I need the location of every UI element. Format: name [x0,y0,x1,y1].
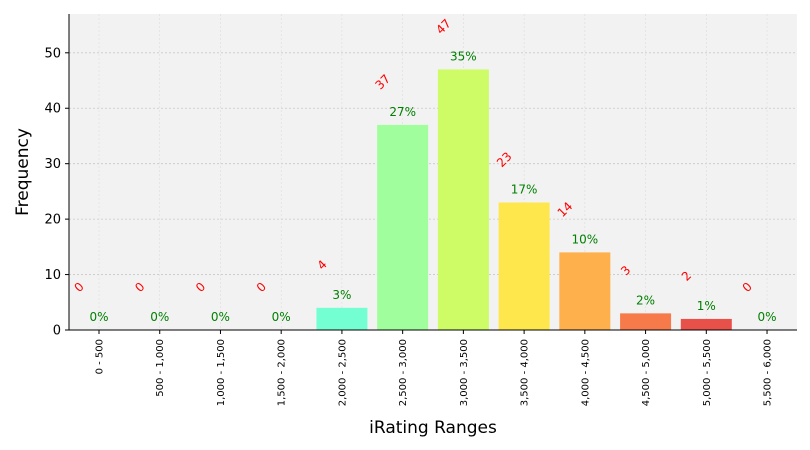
data-labels: 0%00%00%00%03%427%3735%4717%2310%142%31%… [72,16,777,324]
percent-label: 0% [272,310,291,324]
percent-label: 3% [332,288,351,302]
y-tick-label: 40 [44,102,61,117]
x-tick-label: 3,500 - 4,000 [520,339,531,406]
x-tick-label: 3,000 - 3,500 [459,339,470,406]
y-tick-label: 20 [44,213,61,228]
x-tick-label: 0 - 500 [95,339,106,374]
bar [377,124,429,330]
percent-label: 27% [389,105,416,119]
y-tick-label: 30 [44,157,61,172]
y-tick-label: 10 [44,268,61,283]
bar [559,252,611,330]
percent-label: 0% [89,310,108,324]
x-tick-label: 1,000 - 1,500 [216,339,227,406]
x-tick-label: 4,500 - 5,000 [641,339,652,406]
y-axis-title: Frequency [13,128,33,216]
bar [620,313,672,330]
x-tick-label: 5,500 - 6,000 [763,339,774,406]
bar [680,318,732,330]
x-tick-label: 500 - 1,000 [155,339,166,397]
x-tick-label: 4,000 - 4,500 [580,339,591,406]
percent-label: 10% [572,232,599,246]
x-tick-label: 5,000 - 5,500 [702,339,713,406]
x-tick-label: 2,000 - 2,500 [337,339,348,406]
percent-label: 0% [758,310,777,324]
bar [498,202,550,330]
axes [68,14,797,331]
bars [316,69,732,330]
plot-area [69,14,797,330]
percent-label: 35% [450,49,477,63]
bar [316,307,368,330]
percent-label: 1% [697,299,716,313]
percent-label: 17% [511,182,538,196]
x-axis-title: iRating Ranges [369,418,497,438]
x-tick-label: 2,500 - 3,000 [398,339,409,406]
percent-label: 2% [636,293,655,307]
percent-label: 0% [211,310,230,324]
bar [437,69,489,330]
x-tick-label: 1,500 - 2,000 [277,339,288,406]
ticks: 0 10 20 30 40 50 0 - 500 500 - 1,000 1,000 - 1,5… [44,46,773,406]
y-tick-label: 50 [44,46,61,61]
percent-label: 0% [150,310,169,324]
y-tick-label: 0 [53,324,61,339]
